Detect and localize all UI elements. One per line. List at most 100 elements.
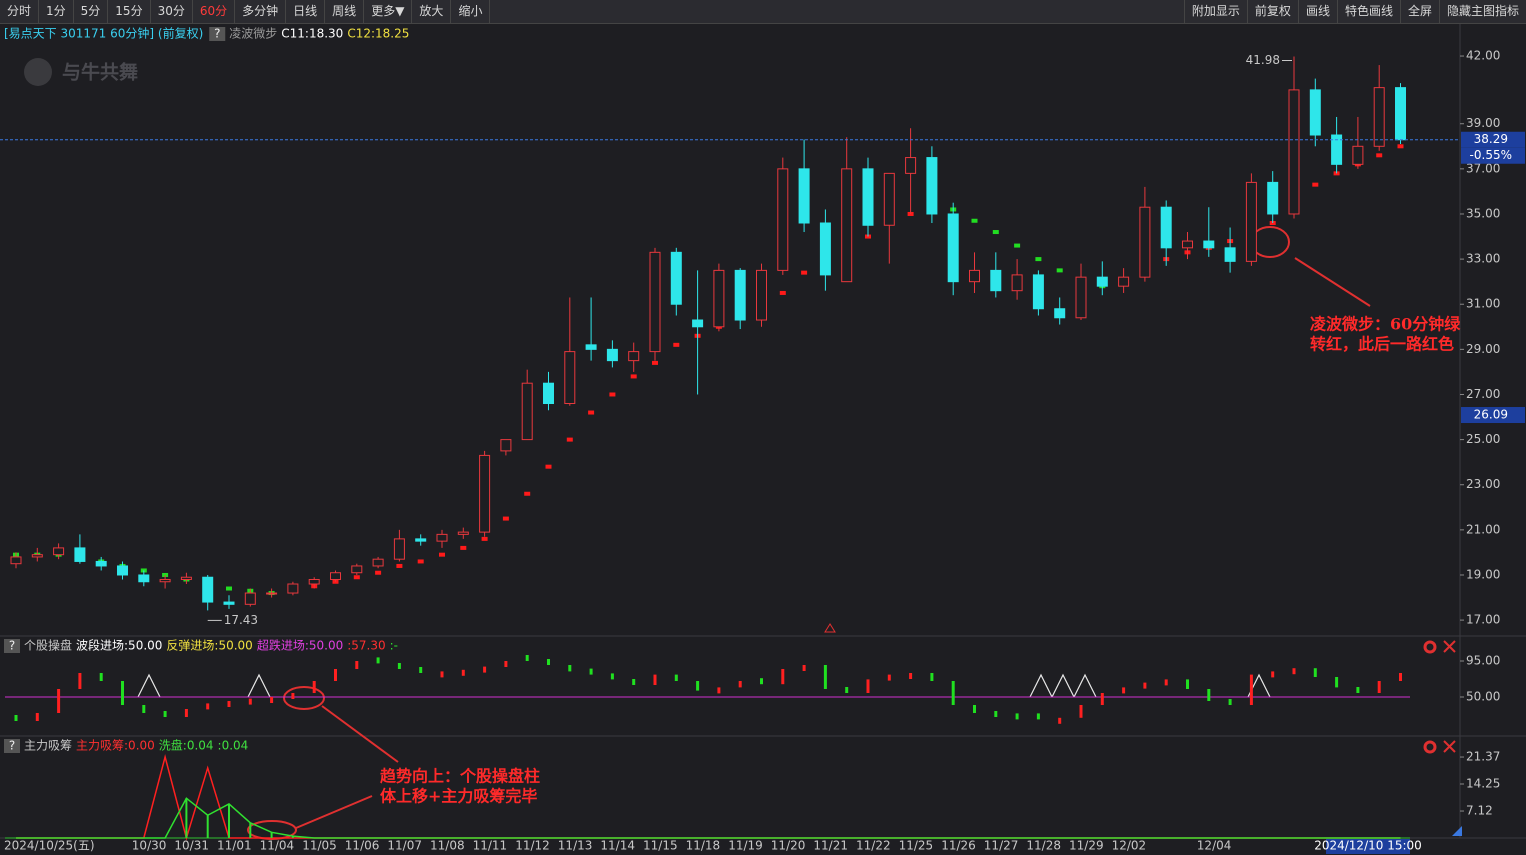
y-tick-label: 31.00 — [1466, 297, 1500, 311]
bar — [419, 667, 423, 673]
x-tick-label: 11/19 — [728, 839, 763, 853]
candle-body — [500, 439, 512, 452]
bar — [1164, 679, 1168, 686]
candle-body — [649, 251, 661, 353]
x-tick-label: 11/27 — [984, 839, 1019, 853]
candle-body — [606, 348, 618, 362]
legend-item: 洗盘:0.04 — [159, 738, 214, 753]
overlay-dot — [1397, 144, 1404, 149]
overlay-dot — [353, 575, 360, 580]
bar — [887, 674, 891, 681]
overlay-dot — [801, 270, 808, 275]
candle-body — [74, 547, 86, 562]
overlay-dot — [609, 392, 616, 397]
candle-body — [841, 168, 853, 283]
candle-body — [862, 168, 874, 226]
toolbar-button[interactable]: 前复权 — [1246, 0, 1298, 23]
x-tick-label: 10/30 — [132, 839, 167, 853]
bar — [547, 659, 550, 665]
toolbar-button[interactable]: 隐藏主图指标 — [1438, 0, 1526, 23]
toolbar-button[interactable]: 1分 — [39, 0, 74, 23]
candle-body — [1160, 206, 1172, 249]
signal — [247, 673, 271, 698]
toolbar-right: 附加显示 前复权 画线 特色画线 全屏 隐藏主图指标 — [1183, 0, 1526, 23]
candle-body — [819, 222, 831, 276]
close-icon[interactable] — [1443, 740, 1456, 753]
y-tick-label: 19.00 — [1466, 567, 1500, 581]
toolbar-button[interactable]: 附加显示 — [1183, 0, 1247, 23]
bar — [14, 715, 18, 721]
overlay-dot — [673, 342, 680, 347]
bar — [227, 701, 231, 707]
panel-icons — [1423, 640, 1456, 754]
low-label: 17.43 — [224, 613, 258, 627]
candle-body — [585, 344, 597, 350]
overlay-dot — [545, 464, 552, 469]
chart-title: [易点天下 301171 60分钟] (前复权) — [4, 26, 203, 41]
bar — [1313, 668, 1317, 677]
toolbar-button[interactable]: 30分 — [151, 0, 193, 23]
toolbar-button[interactable]: 更多▼ — [364, 0, 413, 23]
y-tick-label: 29.00 — [1466, 342, 1500, 356]
toolbar-left: 分时 1分 5分 15分 30分 60分 多分钟 日线 周线 更多▼ 放大 缩小 — [0, 0, 491, 23]
y-tick-label: 21.00 — [1466, 522, 1500, 536]
legend-item: 波段进场:50.00 — [76, 638, 162, 653]
bar — [291, 693, 295, 699]
toolbar-button[interactable]: 分时 — [0, 0, 40, 23]
candle-body — [372, 558, 384, 567]
x-tick-label: 11/14 — [600, 839, 635, 853]
candle-body — [138, 574, 150, 583]
toolbar-button[interactable]: 日线 — [286, 0, 326, 23]
y-tick-label: 21.37 — [1466, 750, 1500, 764]
overlay-dot — [375, 570, 382, 575]
bar — [99, 673, 103, 681]
candle-body — [628, 351, 640, 362]
cursor-box — [1326, 839, 1410, 854]
toolbar-button[interactable]: 全屏 — [1399, 0, 1439, 23]
overlay-dot — [460, 545, 467, 550]
marker-icon — [824, 623, 836, 633]
annotation: 凌波微步：60分钟绿 — [1310, 315, 1461, 334]
overlay-dot — [1376, 153, 1383, 158]
signals — [137, 673, 1271, 698]
x-tick-label: 11/21 — [813, 839, 848, 853]
legend-item: C12:18.25 — [347, 27, 409, 41]
x-tick-label: 11/11 — [473, 839, 508, 853]
toolbar-button[interactable]: 多分钟 — [235, 0, 287, 23]
bar — [1271, 671, 1275, 678]
callouts — [247, 226, 1371, 840]
toolbar-button[interactable]: 5分 — [74, 0, 109, 23]
settings-icon[interactable] — [1423, 740, 1437, 754]
close-icon[interactable] — [1443, 640, 1456, 653]
help-box — [209, 27, 226, 41]
x-tick-label: 11/13 — [558, 839, 593, 853]
help-icon: ? — [9, 739, 15, 753]
candle-body — [1096, 276, 1108, 287]
toolbar-button[interactable]: 特色画线 — [1336, 0, 1400, 23]
overlay-dot — [588, 410, 595, 415]
settings-icon[interactable] — [1423, 640, 1437, 654]
bar — [781, 669, 785, 685]
candle-body — [756, 269, 767, 321]
toolbar-button[interactable]: 缩小 — [451, 0, 491, 23]
bar — [610, 673, 614, 680]
toolbar-button[interactable]: 周线 — [325, 0, 365, 23]
overlay-dot — [992, 230, 999, 235]
y-tick-label: 37.00 — [1466, 161, 1500, 175]
bar — [248, 698, 252, 705]
candle-body — [1118, 276, 1130, 287]
bar — [653, 674, 657, 685]
toolbar-button[interactable]: 放大 — [412, 0, 452, 23]
overlay-dot — [1014, 243, 1021, 248]
toolbar-button[interactable]: 15分 — [108, 0, 151, 23]
bar — [951, 681, 955, 705]
panel-title: 个股操盘 — [24, 638, 72, 653]
toolbar-button[interactable]: 画线 — [1297, 0, 1337, 23]
bar — [1143, 682, 1147, 689]
bar — [397, 663, 401, 669]
candle-body — [266, 592, 278, 595]
annotation: 体上移+主力吸筹完毕 — [380, 787, 537, 806]
overlay-dot — [226, 586, 232, 591]
toolbar-button[interactable]: 60分 — [193, 0, 236, 23]
